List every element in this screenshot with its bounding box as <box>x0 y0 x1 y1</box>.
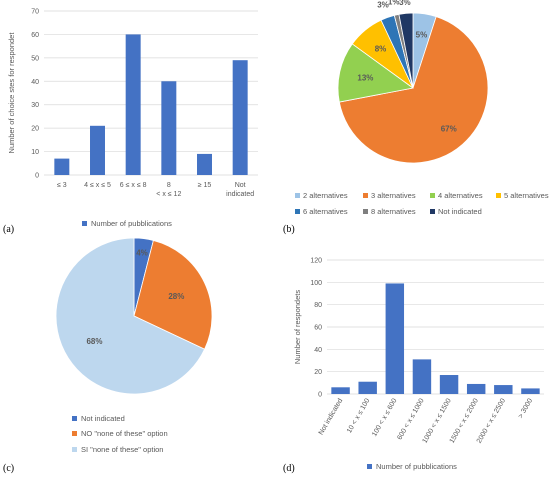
bar <box>439 375 459 394</box>
panel-label-d: (d) <box>283 463 295 474</box>
legend-swatch <box>430 193 435 198</box>
legend-label: 6 alternatives <box>303 207 348 216</box>
legend-label: 4 alternatives <box>438 191 483 200</box>
x-tick-label: 100 < x ≤ 600 <box>371 397 398 437</box>
y-tick-label: 120 <box>310 258 322 265</box>
chart-d: 0 20 40 60 80 100 120 Not indicated 10 < x ≤ 100… <box>293 258 544 471</box>
y-tick-label: 40 <box>31 79 39 86</box>
y-tick-label: 0 <box>318 392 322 399</box>
x-tick-label: 6 ≤ x ≤ 8 <box>120 182 147 189</box>
legend-swatch <box>363 193 368 198</box>
legend-swatch <box>496 193 501 198</box>
panel-label-b: (b) <box>283 224 295 235</box>
x-tick-label: 8 < x ≤ 12 <box>156 182 181 198</box>
legend-swatch <box>72 431 77 436</box>
x-tick-label: 600 < x ≤ 1000 <box>396 397 425 441</box>
legend-swatch <box>367 464 372 469</box>
y-tick-label: 30 <box>31 102 39 109</box>
data-label: 13% <box>357 73 373 82</box>
x-tick-label: > 3000 <box>517 397 534 419</box>
legend-label: SI "none of these" option <box>81 445 163 454</box>
y-axis-label: Number of choice stes for respondet <box>7 32 16 154</box>
bar <box>466 383 486 394</box>
pie-slice <box>337 43 414 103</box>
data-label: 28% <box>168 292 184 301</box>
panel-label-c: (c) <box>3 463 14 474</box>
bar <box>90 125 105 175</box>
y-tick-label: 60 <box>314 325 322 332</box>
legend-label: 3 alternatives <box>371 191 416 200</box>
bar <box>521 388 540 394</box>
legend-label: 2 alternatives <box>303 191 348 200</box>
data-label: 68% <box>86 337 102 346</box>
y-tick-label: 0 <box>35 173 39 180</box>
data-label: 3% <box>377 1 389 10</box>
y-tick-label: 20 <box>314 369 322 376</box>
data-label: 3% <box>399 0 411 7</box>
data-label: 8% <box>375 45 387 54</box>
y-tick-label: 100 <box>310 280 322 287</box>
legend-swatch <box>295 209 300 214</box>
pie-slice <box>55 237 206 395</box>
data-label: 67% <box>441 125 457 134</box>
pie-slice <box>398 12 414 89</box>
legend-label: 8 alternatives <box>371 207 416 216</box>
legend-label: NO "none of these" option <box>81 429 168 438</box>
bar <box>358 381 377 394</box>
pie-slice <box>338 16 489 164</box>
legend-swatch <box>72 416 77 421</box>
bar <box>54 158 70 175</box>
y-tick-label: 10 <box>31 149 39 156</box>
x-tick-label: Not indicated <box>226 182 254 198</box>
bar <box>331 387 350 394</box>
y-tick-label: 20 <box>31 126 39 133</box>
chart-a: 0 10 20 30 40 50 60 70 ≤ 3 4 ≤ x ≤ 5 6 ≤ x ≤ 8 8 < x… <box>7 9 258 228</box>
legend-label: Not indicated <box>81 414 125 423</box>
x-tick-label: Not indicated <box>318 397 345 436</box>
bar <box>232 60 248 176</box>
panel-label-a: (a) <box>3 224 14 235</box>
y-tick-label: 40 <box>314 347 322 354</box>
y-tick-label: 50 <box>31 55 39 62</box>
x-tick-label: 1000 < x ≤ 1500 <box>422 397 453 444</box>
legend-swatch <box>295 193 300 198</box>
y-tick-label: 80 <box>314 302 322 309</box>
bar <box>494 385 513 394</box>
data-label: 5% <box>416 31 428 40</box>
data-label: 4% <box>136 249 148 258</box>
chart-c: 4% 28% 68% Not indicated NO "none of these" … <box>55 237 213 454</box>
legend-swatch <box>72 447 77 452</box>
x-tick-label: 4 ≤ x ≤ 5 <box>84 182 111 189</box>
legend-swatch <box>363 209 368 214</box>
data-label: 1% <box>388 0 400 7</box>
bar <box>197 153 212 175</box>
x-tick-label: 1500 < x ≤ 2000 <box>449 397 480 444</box>
y-tick-label: 70 <box>31 9 39 16</box>
bar <box>412 359 432 394</box>
y-tick-label: 60 <box>31 32 39 39</box>
legend-label: Number of pubblications <box>376 462 457 471</box>
pie-slice <box>133 239 213 350</box>
y-axis-label: Number of respondets <box>293 290 302 364</box>
x-tick-label: ≥ 15 <box>198 182 212 189</box>
bar <box>161 81 177 175</box>
x-tick-label: 2000 < x ≤ 2500 <box>476 397 507 444</box>
chart-b: 5% 67% 13% 8% 3% 1% 3% 2 alternatives 3 alternat… <box>295 0 549 216</box>
legend-swatch <box>82 221 87 226</box>
legend-label: 5 alternatives <box>504 191 549 200</box>
bar <box>125 34 141 175</box>
x-tick-label: ≤ 3 <box>57 182 67 189</box>
bar <box>385 283 405 394</box>
legend-label: Not indicated <box>438 207 482 216</box>
legend-swatch <box>430 209 435 214</box>
legend-label: Number of pubblications <box>91 219 172 228</box>
x-tick-label: 10 < x ≤ 100 <box>346 397 371 434</box>
